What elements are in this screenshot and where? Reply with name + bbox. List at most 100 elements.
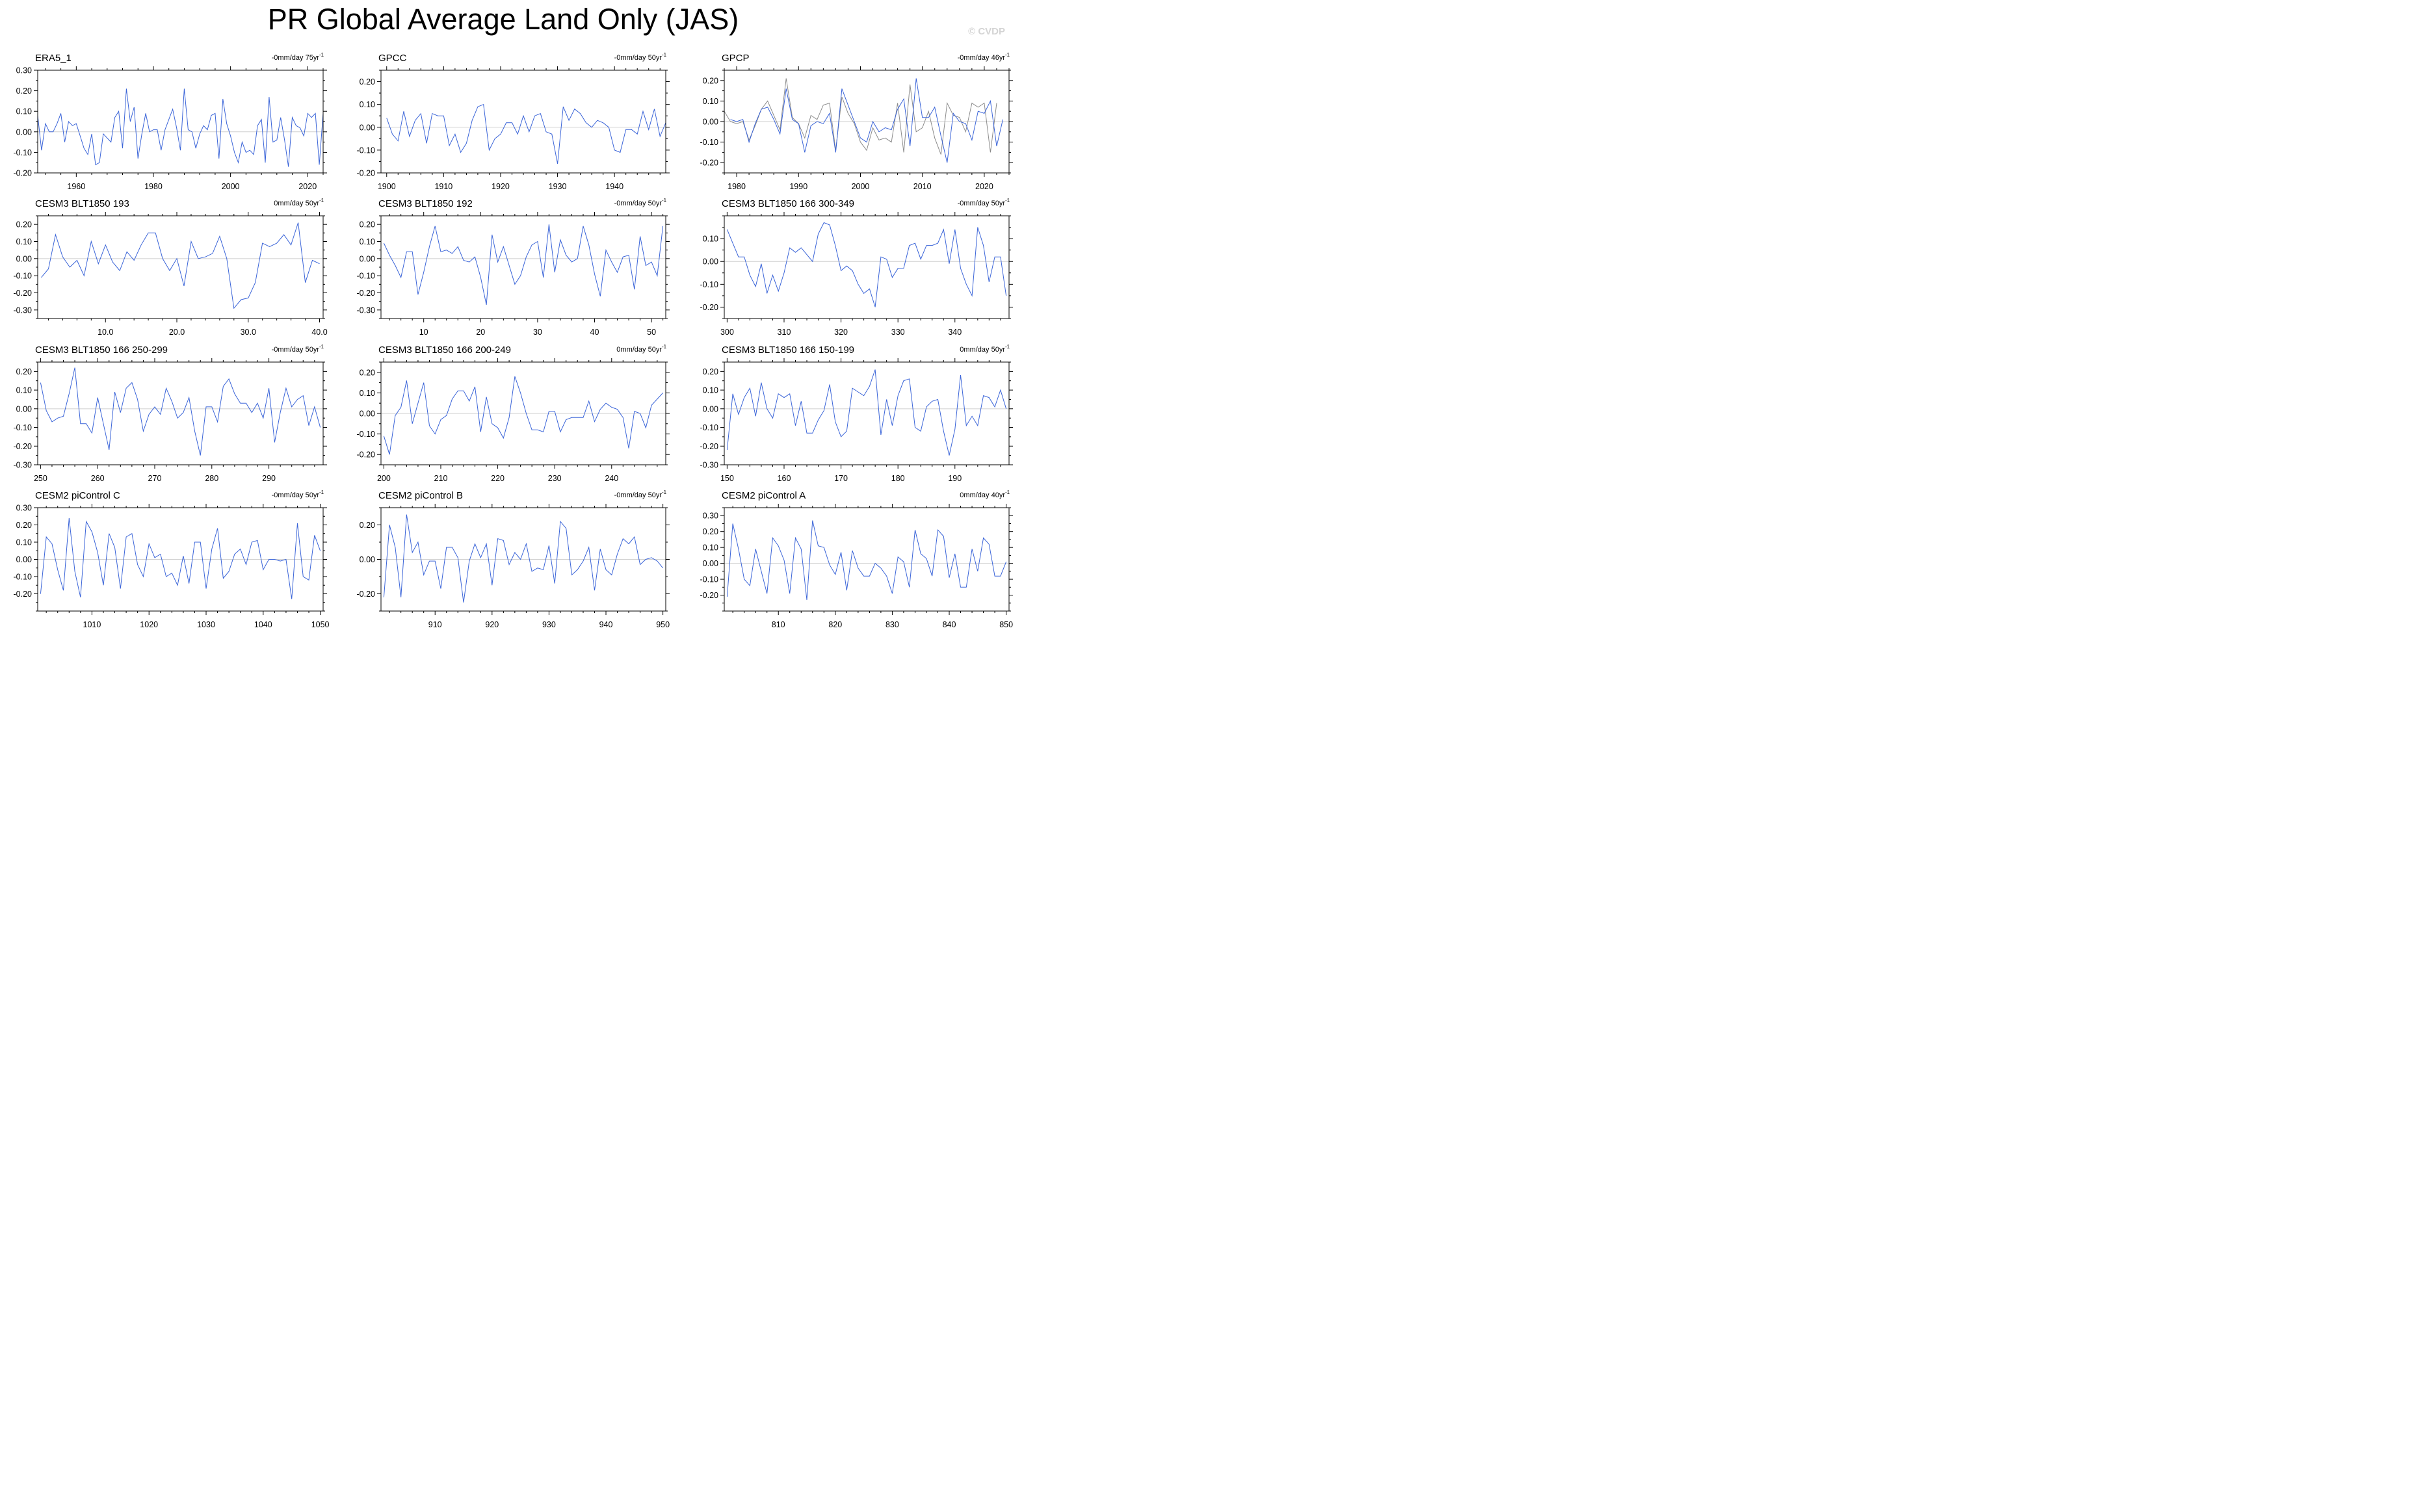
y-tick-label: -0.10 — [700, 423, 719, 432]
chart-panel-7: -0.30 -0.20 -0.10 0.00 0.10 0.20 250 260 270 280 2… — [14, 344, 327, 483]
trend-label-superscript: -1 — [319, 489, 324, 495]
y-tick-label: -0.10 — [14, 148, 33, 157]
series-line — [40, 517, 321, 599]
y-tick-label: 0.10 — [703, 235, 718, 244]
x-tick-label: 1980 — [144, 182, 163, 191]
y-tick-label: -0.30 — [14, 461, 33, 470]
x-tick-label: 840 — [943, 620, 956, 629]
trend-label: -0mm/day 50yr — [272, 491, 320, 499]
x-tick-label: 50 — [647, 328, 656, 337]
plot-frame — [724, 361, 1010, 465]
series-line — [383, 376, 663, 455]
panel-title: CESM3 BLT1850 166 300-349 — [722, 198, 854, 209]
y-tick-label: -0.20 — [357, 289, 376, 298]
x-tick-label: 1910 — [434, 182, 453, 191]
y-tick-label: 0.30 — [16, 504, 32, 513]
y-tick-label: 0.10 — [16, 107, 32, 116]
y-tick-label: 0.00 — [16, 555, 32, 564]
x-tick-label: 2020 — [975, 182, 993, 191]
x-tick-label: 920 — [485, 620, 499, 629]
trend-label: -0mm/day 50yr — [614, 491, 663, 499]
series-line — [40, 367, 321, 456]
y-tick-label: -0.20 — [14, 169, 33, 178]
x-tick-label: 30.0 — [241, 328, 256, 337]
y-tick-label: 0.20 — [360, 77, 375, 86]
panel-title: GPCP — [722, 53, 750, 64]
x-tick-label: 270 — [148, 474, 162, 483]
y-tick-label: 0.20 — [360, 368, 375, 377]
x-tick-label: 230 — [548, 474, 562, 483]
x-tick-label: 170 — [834, 474, 848, 483]
y-tick-label: 0.20 — [16, 220, 32, 229]
trend-label: 0mm/day 50yr — [960, 346, 1005, 354]
x-tick-label: 190 — [948, 474, 962, 483]
y-tick-label: -0.30 — [14, 306, 33, 315]
y-tick-label: -0.20 — [14, 442, 33, 451]
x-tick-label: 2020 — [298, 182, 317, 191]
chart-panel-11: -0.20 0.00 0.20 910 920 930 940 950 CESM2 piCont… — [357, 489, 670, 629]
y-tick-label: -0.30 — [700, 461, 719, 470]
y-tick-label: -0.20 — [700, 442, 719, 451]
y-tick-label: -0.10 — [357, 430, 376, 439]
y-tick-label: -0.20 — [357, 590, 376, 599]
panel-title: GPCC — [378, 53, 407, 64]
y-tick-label: -0.30 — [357, 306, 376, 315]
y-tick-label: 0.00 — [703, 404, 718, 413]
series-line — [386, 103, 666, 164]
x-tick-label: 810 — [772, 620, 785, 629]
x-tick-label: 20 — [476, 328, 485, 337]
trend-label: -0mm/day 46yr — [958, 54, 1006, 62]
x-tick-label: 10.0 — [98, 328, 113, 337]
chart-panel-3: -0.20 -0.10 0.00 0.10 0.20 1980 1990 2000 2010 20… — [700, 52, 1013, 191]
y-tick-label: -0.20 — [700, 303, 719, 312]
chart-panel-6: -0.20 -0.10 0.00 0.10 300 310 320 330 340 CESM3 B… — [700, 198, 1013, 337]
y-tick-label: -0.20 — [700, 591, 719, 600]
x-tick-label: 180 — [891, 474, 905, 483]
chart-panel-12: -0.20 -0.10 0.00 0.10 0.20 0.30 810 820 830 840 85… — [700, 489, 1014, 629]
x-tick-label: 160 — [778, 474, 791, 483]
y-tick-label: -0.10 — [14, 423, 33, 432]
x-tick-label: 210 — [434, 474, 448, 483]
series-line — [383, 224, 664, 306]
y-tick-label: 0.00 — [703, 257, 718, 267]
x-tick-label: 1940 — [605, 182, 623, 191]
y-tick-label: 0.00 — [360, 410, 375, 419]
y-tick-label: -0.10 — [14, 272, 33, 281]
y-tick-label: 0.00 — [360, 555, 375, 564]
y-tick-label: 0.10 — [703, 97, 718, 106]
x-tick-label: 310 — [778, 328, 791, 337]
plot-frame — [37, 361, 324, 465]
x-tick-label: 850 — [999, 620, 1013, 629]
y-tick-label: -0.10 — [700, 138, 719, 147]
x-tick-label: 950 — [656, 620, 670, 629]
y-tick-label: 0.20 — [360, 220, 375, 229]
panel-title: CESM3 BLT1850 166 200-249 — [378, 345, 511, 356]
trend-label: -0mm/day 50yr — [958, 200, 1006, 207]
trend-label-superscript: -1 — [662, 489, 667, 495]
x-tick-label: 300 — [720, 328, 734, 337]
y-tick-label: -0.10 — [357, 272, 376, 281]
trend-label-superscript: -1 — [1005, 52, 1010, 58]
y-tick-label: 0.20 — [360, 521, 375, 530]
y-tick-label: 0.20 — [16, 521, 32, 530]
series-line — [726, 520, 1007, 600]
y-tick-label: -0.20 — [14, 289, 33, 298]
panel-title: CESM2 piControl C — [35, 490, 120, 501]
y-tick-label: 0.00 — [360, 123, 375, 132]
y-tick-label: -0.20 — [14, 590, 33, 599]
x-tick-label: 1050 — [311, 620, 330, 629]
plot-frame — [724, 507, 1010, 612]
x-tick-label: 20.0 — [169, 328, 185, 337]
chart-panel-2: -0.20 -0.10 0.00 0.10 0.20 1900 1910 1920 1930 19… — [357, 52, 670, 191]
x-tick-label: 290 — [262, 474, 276, 483]
y-tick-label: 0.20 — [703, 76, 718, 85]
x-tick-label: 830 — [886, 620, 899, 629]
y-tick-label: 0.10 — [360, 389, 375, 398]
x-tick-label: 1010 — [83, 620, 101, 629]
trend-label: -0mm/day 75yr — [272, 54, 320, 62]
y-tick-label: -0.20 — [700, 159, 719, 168]
trend-label-superscript: -1 — [1005, 198, 1010, 203]
trend-label-superscript: -1 — [1005, 489, 1010, 495]
y-tick-label: 0.10 — [16, 386, 32, 395]
x-tick-label: 1920 — [492, 182, 510, 191]
